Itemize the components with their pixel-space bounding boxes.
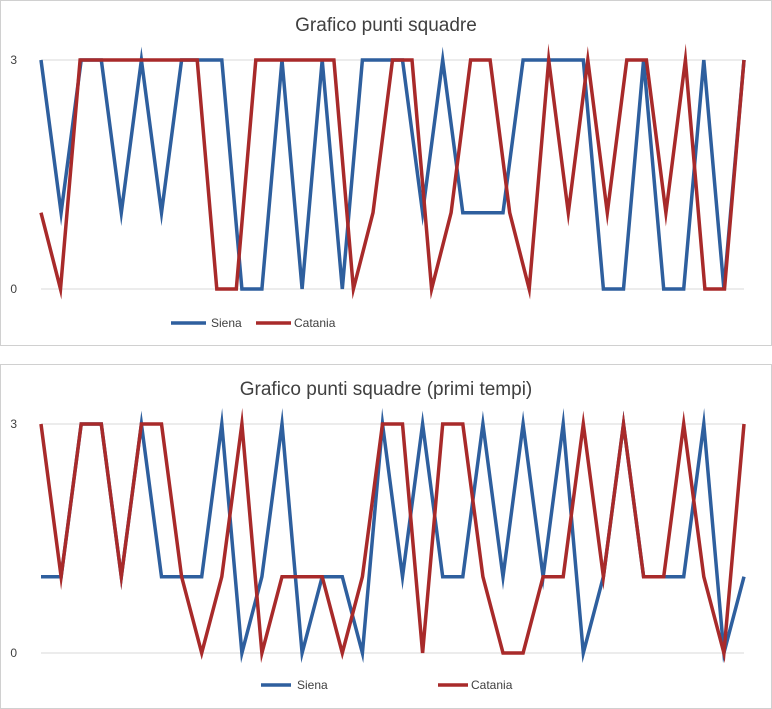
y-tick-label: 0 (10, 282, 17, 296)
y-tick-label: 3 (10, 53, 17, 67)
series-line-catania (39, 407, 746, 664)
y-tick-label: 3 (10, 417, 17, 431)
series-line-siena (39, 46, 746, 291)
chart-title: Grafico punti squadre (primi tempi) (239, 379, 533, 400)
chart-panel-2: Grafico punti squadre (primi tempi) 0 3 Si… (0, 364, 772, 709)
legend-label: Siena (297, 678, 328, 692)
series-line-catania (39, 43, 746, 300)
chart-plot-area: 0 3 Siena Catania (10, 43, 746, 330)
y-tick-label: 0 (10, 646, 17, 660)
legend-label: Siena (211, 316, 242, 330)
chart-panel-1: Grafico punti squadre 0 3 Siena Catania (0, 0, 772, 346)
legend-label: Catania (294, 316, 336, 330)
chart-plot-area: 0 3 Siena Catania (10, 407, 746, 692)
chart-title: Grafico punti squadre (295, 15, 477, 36)
legend-label: Catania (471, 678, 513, 692)
